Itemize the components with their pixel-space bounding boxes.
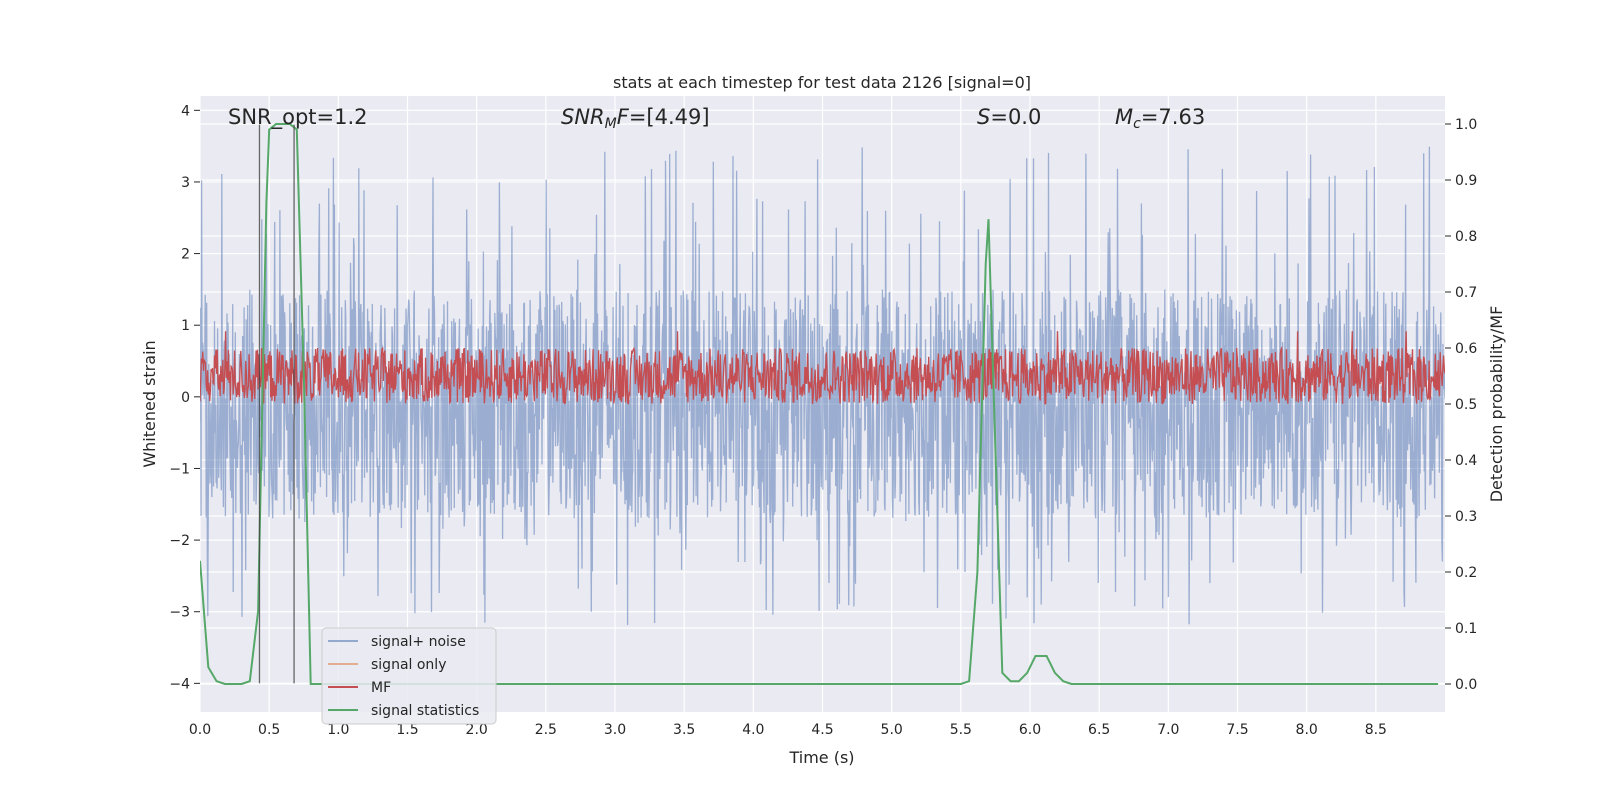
x-tick-labels: 0.0 0.5 1.0 1.5 2.0 2.5 3.0 3.5 4.0 4.5 5.0 5.5 6.0 6… (189, 722, 1387, 738)
y2-tick-label-6: 0.4 (1455, 453, 1477, 469)
y-tick-label-0: 4 (181, 103, 190, 119)
y2-tick-label-7: 0.3 (1455, 509, 1477, 525)
y2-tick-labels: 1.0 0.9 0.8 0.7 0.6 0.5 0.4 0.3 0.2 0.1 0.0 (1445, 117, 1477, 693)
annotation-snr-opt: SNR_opt=1.2 (228, 105, 368, 130)
annotation-snr-mf: SNRMF=[4.49] (561, 105, 710, 132)
series-signal-statistics (200, 123, 1439, 685)
y2-axis-label: Detection probability/MF (1487, 306, 1506, 503)
legend: signal+ noise signal only MF signal stat… (321, 627, 497, 725)
y2-tick-label-5: 0.5 (1455, 397, 1477, 413)
x-tick-label-3: 1.5 (396, 722, 418, 738)
x-tick-label-14: 7.0 (1157, 722, 1179, 738)
y2-tick-label-1: 0.9 (1455, 173, 1477, 189)
y-tick-labels: 4 3 2 1 0 −1 −2 −3 −4 (169, 103, 200, 692)
y2-tick-label-3: 0.7 (1455, 285, 1477, 301)
x-tick-label-1: 0.5 (258, 722, 280, 738)
y-axis-label: Whitened strain (140, 340, 159, 467)
y-tick-label-8: −4 (169, 676, 190, 692)
x-tick-label-15: 7.5 (1226, 722, 1248, 738)
x-tick-label-12: 6.0 (1019, 722, 1041, 738)
legend-label-signal-statistics: signal statistics (371, 703, 479, 719)
legend-label-signal-only: signal only (371, 657, 446, 673)
y-tick-label-3: 1 (181, 318, 190, 334)
y2-tick-label-4: 0.6 (1455, 341, 1477, 357)
y-tick-label-5: −1 (169, 461, 190, 477)
x-tick-label-11: 5.5 (950, 722, 972, 738)
y-tick-label-7: −3 (169, 605, 190, 621)
x-tick-label-16: 8.0 (1296, 722, 1318, 738)
y2-tick-label-0: 1.0 (1455, 117, 1477, 133)
x-tick-label-5: 2.5 (535, 722, 557, 738)
vertical-lines (258, 124, 295, 684)
annotation-s: S=0.0 (977, 105, 1041, 129)
y2-tick-label-2: 0.8 (1455, 229, 1477, 245)
series-mf (200, 331, 1445, 405)
y2-tick-label-9: 0.1 (1455, 621, 1477, 637)
annotation-mc: Mc=7.63 (1115, 105, 1205, 132)
y-tick-label-4: 0 (181, 390, 190, 406)
chart-title: stats at each timestep for test data 212… (613, 73, 1031, 92)
x-tick-label-10: 5.0 (881, 722, 903, 738)
legend-label-mf: MF (371, 680, 391, 696)
y-tick-label-6: −2 (169, 533, 190, 549)
legend-box (321, 627, 497, 725)
y2-tick-label-8: 0.2 (1455, 565, 1477, 581)
legend-label-signal-noise: signal+ noise (371, 634, 466, 650)
x-tick-label-6: 3.0 (604, 722, 626, 738)
y2-tick-label-10: 0.0 (1455, 677, 1477, 693)
x-tick-label-13: 6.5 (1088, 722, 1110, 738)
x-tick-label-4: 2.0 (466, 722, 488, 738)
x-tick-label-8: 4.0 (742, 722, 764, 738)
x-tick-label-0: 0.0 (189, 722, 211, 738)
x-tick-label-17: 8.5 (1365, 722, 1387, 738)
x-tick-label-2: 1.0 (327, 722, 349, 738)
x-tick-label-9: 4.5 (811, 722, 833, 738)
series-layer (200, 123, 1445, 685)
x-tick-label-7: 3.5 (673, 722, 695, 738)
y-tick-label-1: 3 (181, 175, 190, 191)
x-axis-label: Time (s) (788, 748, 854, 767)
y-tick-label-2: 2 (181, 247, 190, 263)
